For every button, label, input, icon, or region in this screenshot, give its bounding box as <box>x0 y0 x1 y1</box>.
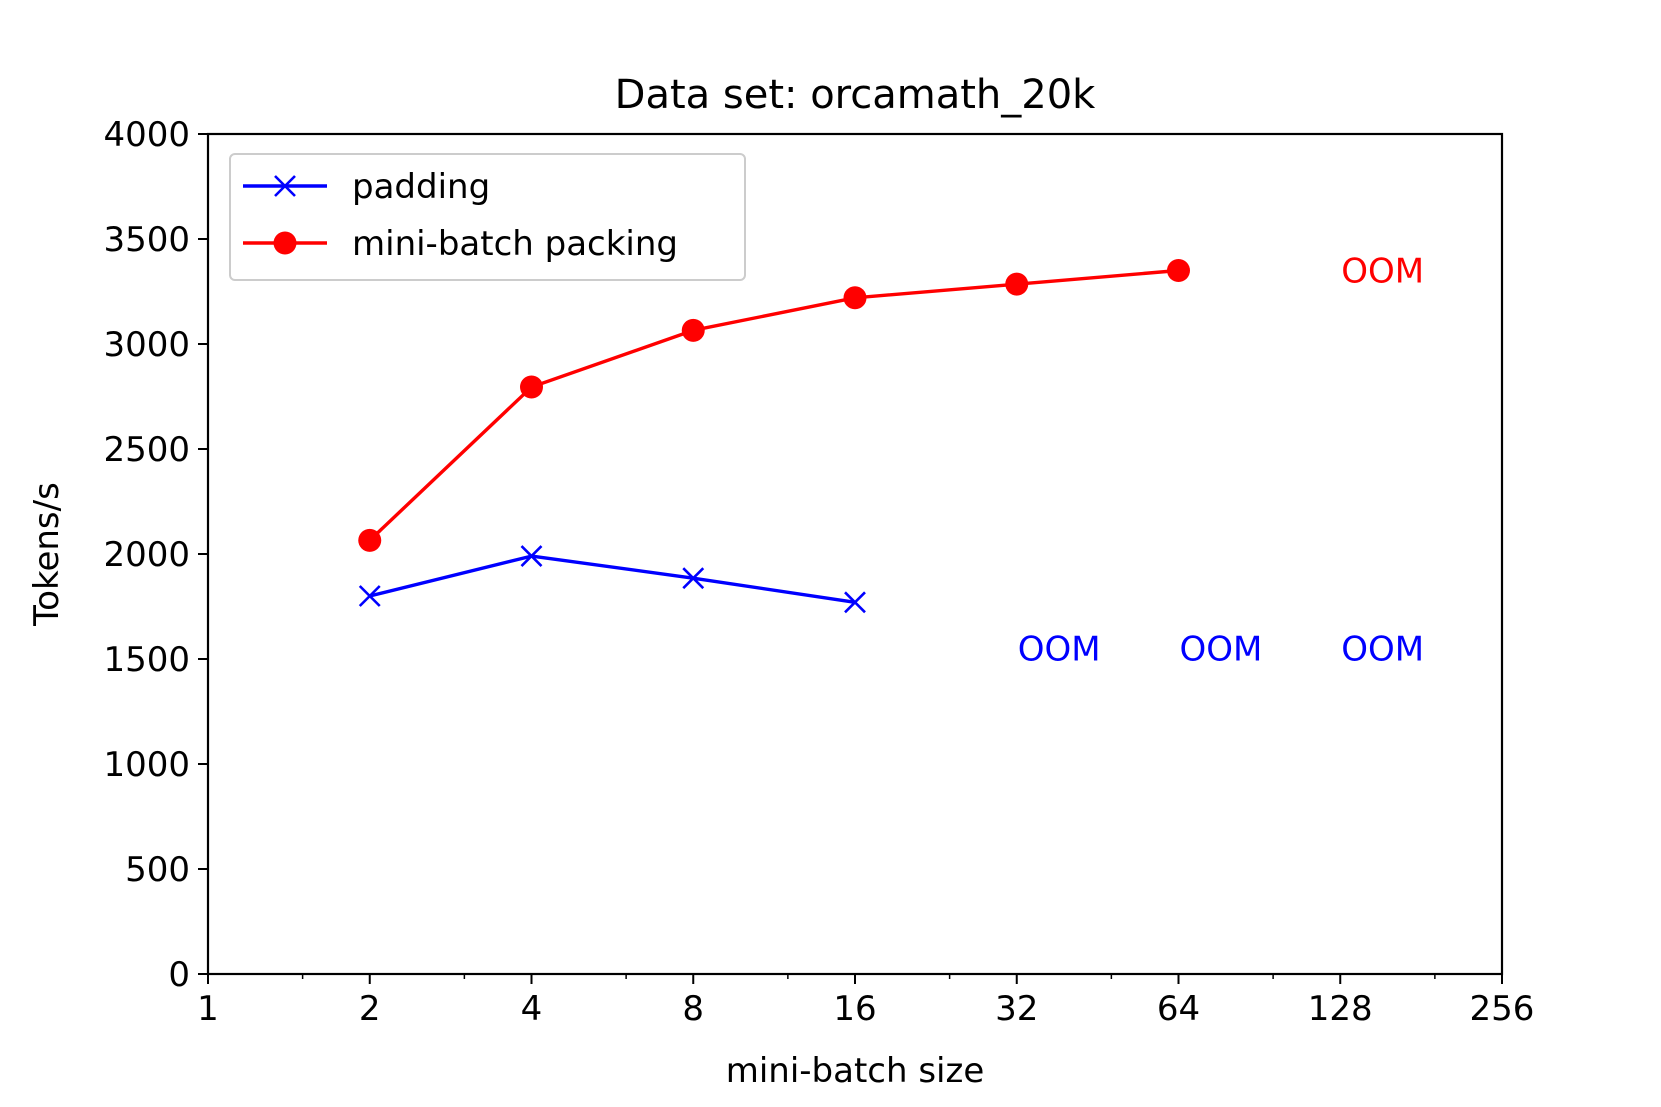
data-point <box>358 585 381 607</box>
oom-annotation: OOM <box>1018 630 1101 670</box>
oom-annotation: OOM <box>1341 252 1424 292</box>
x-tick-label: 128 <box>1308 989 1373 1029</box>
legend-marker <box>274 175 296 197</box>
data-point <box>358 528 382 552</box>
y-tick-label: 3000 <box>103 325 190 365</box>
x-axis-label: mini-batch size <box>726 1051 985 1091</box>
data-point <box>1167 259 1190 282</box>
legend-marker <box>273 231 297 255</box>
y-tick-label: 4000 <box>103 115 190 155</box>
x-tick-label: 4 <box>521 989 543 1029</box>
data-point <box>843 286 867 310</box>
y-tick-label: 1500 <box>103 640 190 680</box>
y-tick-label: 2500 <box>103 430 190 470</box>
data-point <box>1005 272 1029 296</box>
y-tick-label: 500 <box>125 850 190 890</box>
x-tick-label: 2 <box>359 989 381 1029</box>
series-layer <box>358 259 1190 614</box>
legend: padding mini-batch packing <box>229 153 746 281</box>
y-tick-label: 1000 <box>103 745 190 785</box>
data-point <box>520 545 543 568</box>
data-point <box>681 318 705 342</box>
series-line-0 <box>369 554 856 604</box>
x-tick-label: 8 <box>682 989 704 1029</box>
data-point <box>844 591 866 614</box>
x-tick-label: 64 <box>1157 989 1200 1029</box>
axis-ticks: 1 2 4 8 16 32 64 128 256 0 500 1000 1500 2000 2500 3000… <box>103 115 1534 1029</box>
x-tick-label: 32 <box>995 989 1038 1029</box>
chart-title: Data set: orcamath_20k <box>615 72 1097 118</box>
x-tick-label: 1 <box>197 989 219 1029</box>
data-point <box>520 375 543 399</box>
legend-label: mini-batch packing <box>352 224 678 264</box>
y-axis-label: Tokens/s <box>27 482 67 627</box>
annotations: OOM OOM OOM OOM <box>1018 252 1424 670</box>
y-tick-label: 2000 <box>103 535 190 575</box>
x-tick-label: 16 <box>833 989 876 1029</box>
y-tick-label: 3500 <box>103 220 190 260</box>
y-tick-label: 0 <box>168 955 190 995</box>
x-tick-label: 256 <box>1470 989 1535 1029</box>
legend-box <box>229 153 746 281</box>
data-point <box>682 567 705 590</box>
series-line-1 <box>368 268 1179 542</box>
legend-label: padding <box>352 167 490 207</box>
oom-annotation: OOM <box>1180 630 1263 670</box>
oom-annotation: OOM <box>1341 630 1424 670</box>
